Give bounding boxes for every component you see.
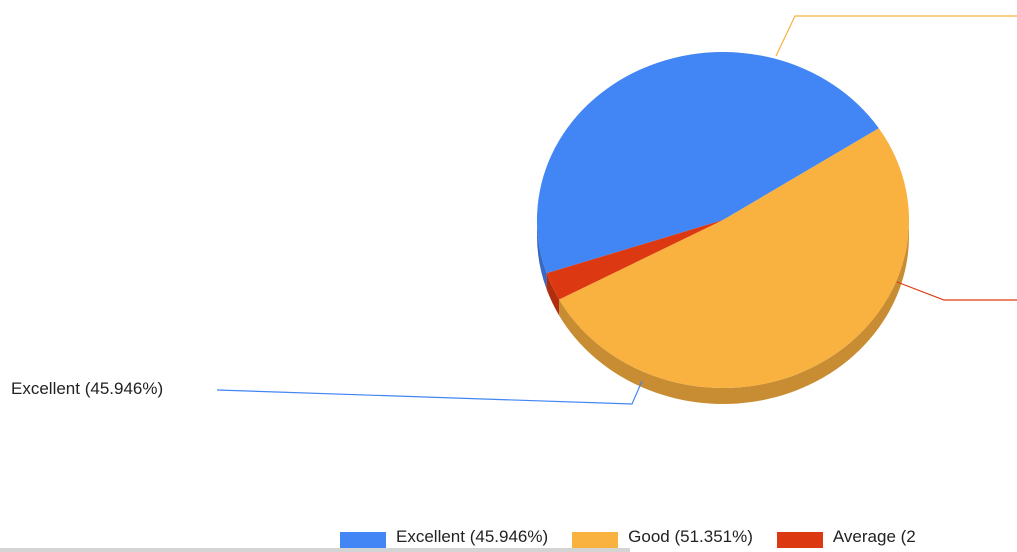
legend-label-good: Good (51.351%) bbox=[628, 527, 753, 546]
callout-label-excellent: Excellent (45.946%) bbox=[11, 379, 164, 398]
chart-legend: Excellent (45.946%) Good (51.351%) Avera… bbox=[340, 527, 940, 552]
horizontal-scrollbar[interactable] bbox=[0, 548, 630, 552]
pie-side-average bbox=[546, 273, 560, 316]
pie-slice-good[interactable] bbox=[559, 128, 910, 389]
legend-item-good[interactable]: Good (51.351%) bbox=[572, 527, 753, 548]
pie-side-excellent bbox=[537, 220, 547, 290]
legend-label-excellent: Excellent (45.946%) bbox=[396, 527, 549, 546]
callout-line-excellent bbox=[216, 380, 643, 405]
pie-side-walls bbox=[537, 220, 909, 405]
pie-slice-excellent[interactable] bbox=[537, 52, 879, 274]
pie-slice-average[interactable] bbox=[546, 220, 723, 300]
pie-slices bbox=[537, 52, 910, 389]
legend-item-average[interactable]: Average (2 bbox=[776, 527, 916, 548]
legend-swatch-average bbox=[776, 532, 823, 548]
legend-swatch-good bbox=[572, 532, 619, 548]
legend-swatch-excellent bbox=[340, 532, 386, 548]
legend-label-average: Average (2 bbox=[832, 527, 916, 546]
callout-line-good bbox=[775, 15, 1017, 57]
callout-line-average bbox=[896, 281, 1017, 301]
legend-item-excellent[interactable]: Excellent (45.946%) bbox=[340, 527, 548, 548]
callout-leaders bbox=[216, 15, 1017, 405]
